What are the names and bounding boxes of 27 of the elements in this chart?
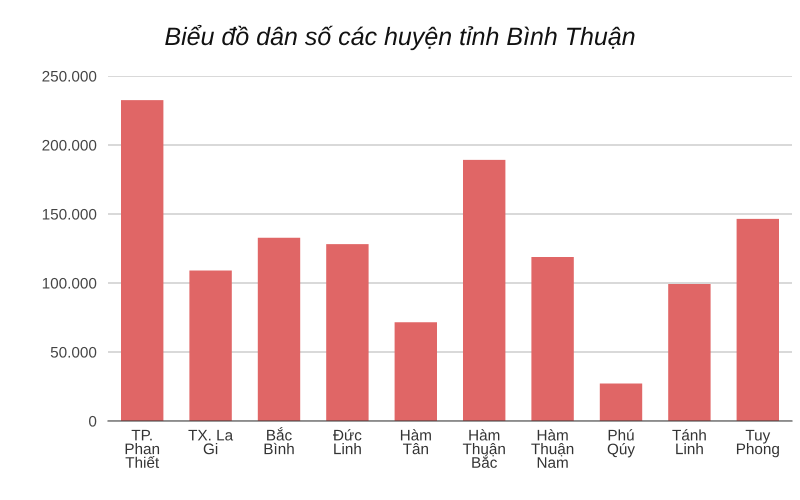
x-tick-label: TX. La Gi: [188, 430, 234, 454]
bar: [531, 257, 574, 421]
bar: [120, 100, 164, 421]
y-tick-label: 50.000: [50, 346, 96, 358]
bar: [394, 322, 438, 421]
x-tick-label: TP. Phan Thiết: [126, 430, 160, 468]
bar: [258, 238, 300, 421]
chart-title: Biểu đồ dân số các huyện tỉnh Bình Thuận: [165, 24, 634, 50]
x-tick-label: Bắc Bình: [264, 427, 294, 454]
x-tick-label: Tánh Linh: [672, 429, 706, 454]
y-tick-label: 200.000: [42, 140, 96, 151]
x-tick-label: Hàm Thuận Nam: [531, 429, 574, 468]
y-tick-label: 0: [88, 416, 96, 427]
x-tick-label: Phú Qúy: [608, 429, 635, 458]
x-tick-label: Đức Linh: [333, 429, 362, 454]
x-tick-label: Hàm Thuận Bắc: [462, 429, 505, 468]
bar: [668, 284, 711, 421]
y-tick-label: 150.000: [42, 208, 96, 220]
y-tick-label: 250.000: [42, 70, 96, 82]
bar: [326, 244, 369, 421]
bar: [462, 160, 506, 421]
bar: [600, 383, 642, 421]
bar: [736, 218, 780, 421]
x-tick-label: Tuy Phong: [736, 430, 779, 458]
x-tick-label: Hàm Tân: [400, 429, 431, 454]
y-tick-label: 100.000: [42, 278, 96, 289]
bar: [189, 270, 232, 421]
